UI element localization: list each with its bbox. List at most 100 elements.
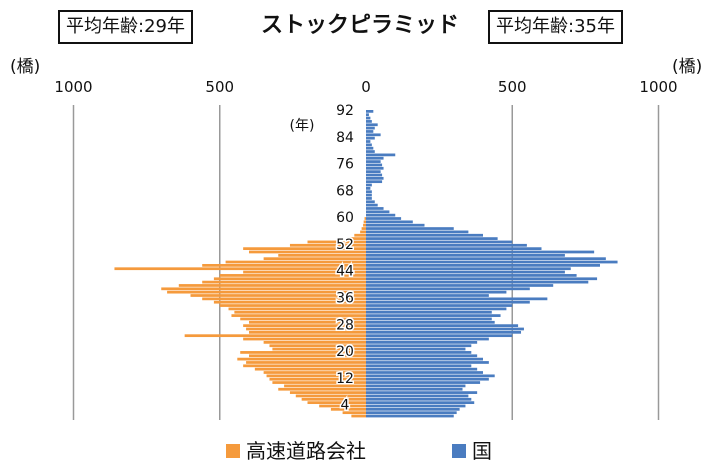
bar-highway-company [240,317,366,321]
bar-national [366,160,381,163]
bar-highway-company [240,351,366,354]
bar-national [366,136,375,140]
bar-highway-company [254,367,366,371]
bar-national [366,170,381,174]
bar-national [366,290,507,294]
bar-national [366,260,618,264]
bar-national [366,414,454,418]
bar-national [366,116,371,120]
bar-national [366,133,381,137]
legend-label-highway-company: 高速道路会社 [246,439,366,463]
bar-national [366,183,372,187]
bar-national [366,304,513,307]
bar-national [366,187,371,190]
bar-highway-company [231,314,366,317]
bar-highway-company [249,354,366,358]
bar-national [366,357,483,361]
bar-national [366,300,530,304]
legend-item-highway-company: 高速道路会社 [226,438,366,464]
bar-national [366,217,402,220]
bar-national [366,407,460,411]
bar-national [366,397,472,401]
bar-national [366,297,548,301]
bar-highway-company [225,260,366,264]
x-tick-label: 1000 [639,78,677,96]
bar-national [366,243,527,247]
y-tick-label: 92 [336,103,354,119]
bar-national [366,150,375,153]
bar-highway-company [243,270,366,274]
y-axis-label: (年) [290,118,315,134]
bar-national [366,391,478,394]
bar-highway-company [167,290,366,294]
bar-highway-company [269,344,366,348]
bar-highway-company [295,394,366,398]
bar-national [366,257,606,261]
bar-highway-company [289,243,366,247]
bar-national [366,190,372,194]
y-tick-label: 68 [336,183,354,199]
bar-national [366,354,478,358]
y-tick-label: 44 [336,264,354,280]
bar-national [366,264,600,267]
bar-national [366,143,372,147]
bar-highway-company [263,257,366,261]
bar-highway-company [266,374,366,378]
bar-highway-company [249,250,366,254]
bar-national [366,404,466,408]
bar-highway-company [114,267,366,271]
bar-highway-company [228,307,366,311]
bar-national [366,374,495,378]
bar-national [366,411,457,415]
bar-national [366,126,375,130]
bar-national [366,367,478,371]
bar-national [366,163,383,167]
bar-national [366,387,463,391]
y-tick-label: 12 [336,371,354,387]
bar-highway-company [243,247,366,251]
bar-national [366,166,384,170]
bar-national [366,153,396,157]
y-tick-label: 20 [336,344,354,360]
bar-national [366,180,383,184]
bar-highway-company [272,381,366,384]
bar-highway-company [202,264,366,267]
bar-highway-company [364,217,366,220]
bar-highway-company [161,287,366,291]
bar-national [366,230,469,234]
bar-national [366,344,472,348]
bar-national [366,401,475,405]
bar-national [366,207,384,210]
bar-highway-company [363,220,366,224]
bar-highway-company [263,341,366,344]
average-age-right: 平均年齢:35年 [488,10,623,44]
bar-highway-company [278,387,366,391]
bar-national [366,310,492,314]
bar-highway-company [307,240,366,244]
bar-highway-company [246,327,366,331]
bar-national [366,227,454,230]
bar-national [366,280,589,284]
bar-national [366,307,507,311]
bar-highway-company [243,324,366,328]
bar-national [366,237,498,240]
bar-national [366,140,371,143]
x-tick-label: 0 [361,78,371,96]
x-tick-label: 500 [205,78,234,96]
bar-national [366,394,469,398]
bar-national [366,371,483,374]
bar-national [366,113,369,117]
bar-national [366,347,466,351]
bar-highway-company [263,371,366,374]
bar-national [366,200,375,204]
y-tick-label: 84 [336,130,354,146]
bar-national [366,240,513,244]
bar-highway-company [354,233,366,237]
bar-national [366,384,466,388]
bar-national [366,314,501,317]
bar-national [366,197,372,200]
bar-highway-company [213,300,366,304]
bar-highway-company [237,357,366,361]
bar-national [366,173,383,177]
x-tick-label: 1000 [54,78,92,96]
